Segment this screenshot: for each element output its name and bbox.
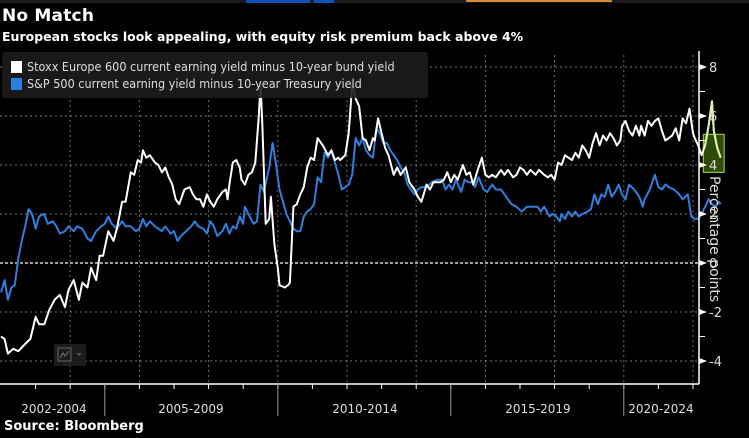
y-tick-label: -2 bbox=[709, 306, 722, 321]
chart-subtitle: European stocks look appealing, with equ… bbox=[2, 29, 524, 44]
period-label: 2005-2009 bbox=[158, 402, 224, 416]
legend-item-stoxx: Stoxx Europe 600 current earning yield m… bbox=[11, 59, 395, 74]
caret-down-icon bbox=[76, 353, 82, 356]
y-tick-label: 8 bbox=[709, 61, 717, 76]
tab-indicator-active[interactable] bbox=[246, 0, 310, 3]
y-axis-label: Percentage points bbox=[706, 176, 722, 303]
y-tick-arrow bbox=[699, 162, 707, 168]
y-tick-arrow bbox=[699, 211, 707, 217]
y-tick-arrow bbox=[699, 260, 707, 266]
y-tick-arrow bbox=[699, 113, 707, 119]
series-line-sp500 bbox=[0, 127, 722, 301]
y-tick-label: 0 bbox=[709, 257, 717, 272]
legend-label-stoxx: Stoxx Europe 600 current earning yield m… bbox=[27, 59, 395, 74]
y-tick-arrow bbox=[699, 358, 707, 364]
series-line-stoxx-highlight bbox=[704, 101, 722, 159]
legend-item-sp500: S&P 500 current earning yield minus 10-y… bbox=[11, 76, 362, 91]
y-tick-arrow bbox=[699, 309, 707, 315]
legend-label-sp500: S&P 500 current earning yield minus 10-y… bbox=[27, 76, 362, 91]
y-tick-label: 2 bbox=[709, 208, 717, 223]
y-tick-label: 6 bbox=[709, 110, 717, 125]
chart-type-menu[interactable] bbox=[54, 344, 86, 366]
source-note: Source: Bloomberg bbox=[4, 419, 144, 434]
tab-indicator-highlight[interactable] bbox=[466, 0, 612, 2]
tab-indicator-secondary[interactable] bbox=[314, 0, 334, 3]
period-label: 2020-2024 bbox=[628, 402, 694, 416]
chart-title: No Match bbox=[2, 6, 95, 26]
legend-swatch-sp500 bbox=[11, 77, 22, 90]
period-label: 2002-2004 bbox=[21, 402, 87, 416]
y-tick-label: 4 bbox=[709, 159, 717, 174]
series-line-stoxx bbox=[0, 83, 722, 355]
legend-swatch-stoxx bbox=[11, 60, 22, 73]
y-tick-label: -4 bbox=[709, 355, 722, 370]
line-chart-icon bbox=[57, 347, 72, 362]
top-tab-strip bbox=[0, 0, 749, 3]
legend: Stoxx Europe 600 current earning yield m… bbox=[2, 52, 428, 98]
period-label: 2010-2014 bbox=[332, 402, 398, 416]
y-tick-arrow bbox=[699, 64, 707, 70]
period-label: 2015-2019 bbox=[505, 402, 571, 416]
